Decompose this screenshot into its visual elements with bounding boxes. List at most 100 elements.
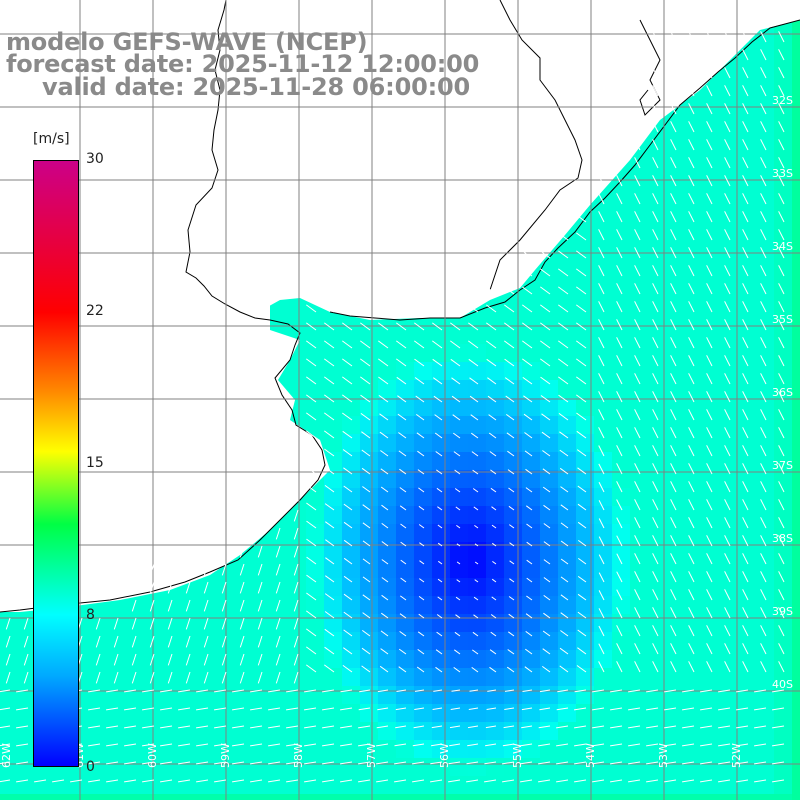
wind-arrow [652,553,659,565]
wind-arrow [706,409,713,421]
wind-arrow [634,355,641,367]
wind-arrow [400,595,407,601]
wind-speed-cell [648,506,666,524]
wind-speed-cell [126,668,144,686]
wind-arrow [342,340,353,349]
wind-speed-cell [324,650,342,668]
wind-arrow [487,689,497,692]
wind-speed-cell [612,200,630,218]
wind-arrow [724,337,731,349]
wind-speed-cell [594,794,612,800]
wind-speed-cell [738,668,756,686]
wind-speed-cell [792,290,800,308]
wind-speed-cell [774,722,792,740]
wind-speed-cell [612,596,630,614]
wind-speed-cell [378,470,396,488]
wind-arrow [324,466,335,475]
wind-speed-cell [702,596,720,614]
wind-speed-cell [342,434,360,452]
wind-speed-cell [684,452,702,470]
wind-speed-cell [612,470,630,488]
wind-speed-cell [0,632,18,650]
wind-arrow [381,522,389,529]
wind-speed-cell [72,776,90,794]
wind-speed-cell [18,668,36,686]
wind-arrow [543,504,551,511]
wind-arrow [377,689,389,693]
wind-arrow [362,629,371,637]
wind-arrow [415,395,425,403]
wind-arrow [556,761,569,765]
wind-speed-cell [54,794,72,800]
wind-arrow [286,761,299,765]
wind-speed-cell [720,650,738,668]
wind-arrow [688,103,695,115]
wind-arrow [688,445,695,457]
wind-speed-cell [702,794,720,800]
wind-arrow [688,67,695,79]
wind-arrow [381,541,389,547]
wind-arrow [257,545,263,558]
wind-arrow [343,593,353,601]
wind-arrow [504,268,515,277]
lat-label: 39S [772,605,793,618]
wind-arrow [232,779,245,783]
wind-speed-cell [360,488,378,506]
wind-speed-cell [558,254,576,272]
wind-speed-cell [774,758,792,776]
wind-speed-cell [666,542,684,560]
wind-speed-cell [702,434,720,452]
wind-speed-cell [180,686,198,704]
wind-arrow [304,761,317,765]
wind-arrow [778,409,785,421]
wind-speed-cell [792,74,800,92]
wind-speed-cell [684,326,702,344]
wind-speed-cell [432,776,450,794]
wind-vectors [0,31,785,783]
wind-speed-cell [648,704,666,722]
wind-arrow [598,391,605,403]
wind-arrow [652,265,659,277]
wind-arrow [398,432,407,439]
wind-speed-cell [558,326,576,344]
wind-arrow [688,661,695,673]
wind-speed-cell [630,290,648,308]
wind-arrow [724,211,731,223]
wind-arrow [634,373,641,385]
wind-arrow [760,319,767,331]
wind-speed-cell [684,398,702,416]
wind-speed-cell [720,92,738,110]
wind-arrow [760,553,767,565]
wind-speed-cell [774,326,792,344]
wind-speed-cell [234,704,252,722]
wind-speed-cell [612,416,630,434]
wind-arrow [142,725,155,729]
wind-speed-cell [720,272,738,290]
wind-arrow [558,304,569,313]
wind-speed-cell [684,740,702,758]
wind-speed-cell [234,776,252,794]
wind-speed-cell [666,380,684,398]
wind-speed-cell [612,668,630,686]
wind-speed-cell [648,668,666,686]
wind-speed-cell [216,686,234,704]
wind-speed-cell [126,704,144,722]
wind-arrow [598,193,605,205]
wind-speed-cell [522,560,540,578]
wind-arrow [778,661,785,673]
wind-arrow [417,469,425,475]
wind-speed-cell [414,650,432,668]
wind-arrow [525,613,533,619]
wind-arrow [724,121,731,133]
wind-arrow [742,409,749,421]
wind-speed-cell [360,578,378,596]
wind-speed-cell [612,578,630,596]
wind-speed-cell [612,452,630,470]
wind-arrow [646,761,659,765]
wind-arrow [167,563,173,576]
wind-speed-cell [792,578,800,596]
wind-speed-cell [612,236,630,254]
wind-arrow [754,707,767,711]
wind-speed-cell [558,776,576,794]
